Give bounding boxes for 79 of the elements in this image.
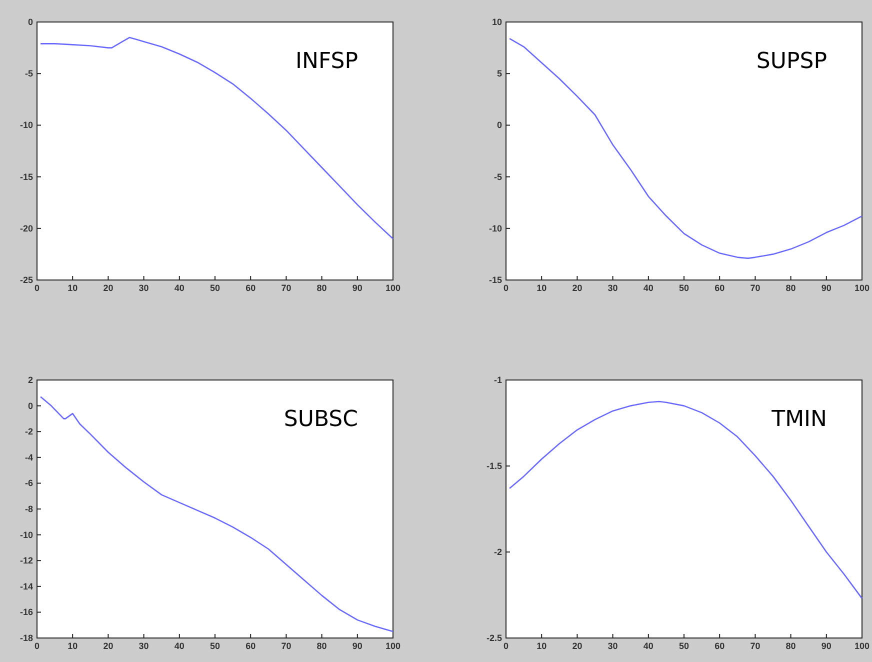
y-tick-label: -4 <box>24 452 33 462</box>
x-tick-label: 60 <box>246 641 256 651</box>
x-tick-label: 100 <box>854 283 870 293</box>
x-tick-label: 40 <box>643 283 654 293</box>
x-tick-label: 90 <box>352 283 362 293</box>
x-tick-label: 70 <box>750 641 760 651</box>
x-tick-label: 100 <box>854 641 870 651</box>
y-tick-label: -20 <box>20 223 33 234</box>
y-tick-label: -14 <box>20 581 33 592</box>
y-tick-label: -18 <box>20 633 33 643</box>
y-tick-label: -5 <box>24 68 33 79</box>
x-tick-label: 20 <box>103 641 114 651</box>
y-tick-label: -2 <box>24 426 33 437</box>
x-tick-label: 0 <box>34 283 40 293</box>
x-tick-label: 70 <box>281 641 292 651</box>
text: SUBSC <box>284 407 358 432</box>
y-tick-label: 5 <box>496 68 502 79</box>
text: SUPSP <box>756 49 827 74</box>
y-tick-label: 2 <box>28 375 33 385</box>
x-tick-label: 90 <box>821 641 832 651</box>
y-tick-label: 10 <box>492 17 502 27</box>
y-tick-label: -16 <box>20 607 33 618</box>
y-tick-label: -10 <box>20 120 33 130</box>
x-tick-label: 80 <box>786 641 796 651</box>
x-tick-label: 30 <box>608 283 618 293</box>
y-tick-label: 0 <box>496 120 502 130</box>
x-tick-label: 30 <box>608 641 618 651</box>
y-tick-label: -1 <box>494 375 502 385</box>
x-tick-label: 20 <box>103 283 114 293</box>
x-tick-label: 50 <box>210 641 220 651</box>
x-tick-label: 90 <box>352 641 362 651</box>
y-tick-label: -2.5 <box>486 633 502 643</box>
x-tick-label: 40 <box>174 641 184 651</box>
y-tick-label: -15 <box>488 275 502 285</box>
text: TMIN <box>770 407 827 432</box>
y-tick-label: -8 <box>24 504 33 514</box>
y-tick-label: -10 <box>488 223 502 234</box>
x-tick-label: 90 <box>821 283 832 293</box>
x-tick-label: 70 <box>281 283 292 293</box>
x-tick-label: 100 <box>385 283 401 293</box>
y-tick-label: 0 <box>28 400 33 411</box>
x-tick-label: 0 <box>503 641 509 651</box>
x-tick-label: 50 <box>678 283 690 293</box>
x-tick-label: 50 <box>210 283 220 293</box>
x-tick-label: 10 <box>68 283 78 293</box>
x-tick-label: 10 <box>68 641 78 651</box>
x-tick-label: 0 <box>503 283 509 293</box>
x-tick-label: 70 <box>750 283 760 293</box>
x-tick-label: 20 <box>572 283 582 293</box>
x-tick-label: 10 <box>536 641 547 651</box>
x-tick-label: 60 <box>714 641 725 651</box>
y-tick-label: -2 <box>494 547 502 557</box>
x-tick-label: 60 <box>714 283 725 293</box>
x-tick-label: 20 <box>572 641 582 651</box>
x-tick-label: 40 <box>643 641 654 651</box>
line-series <box>508 38 863 259</box>
x-tick-label: 80 <box>786 283 796 293</box>
y-tick-label: -12 <box>20 556 33 566</box>
x-tick-label: 30 <box>138 641 149 651</box>
y-tick-label: -5 <box>494 172 502 182</box>
x-tick-label: 30 <box>138 283 149 293</box>
y-tick-label: -15 <box>20 172 33 182</box>
y-tick-label: -6 <box>24 478 33 488</box>
y-tick-label: 0 <box>28 17 33 27</box>
x-tick-label: 60 <box>246 283 256 293</box>
x-tick-label: 80 <box>316 641 327 651</box>
line-series <box>40 36 394 240</box>
x-tick-label: 0 <box>34 641 40 651</box>
y-tick-label: -25 <box>20 275 33 285</box>
line-series <box>40 396 394 632</box>
text: INFSP <box>296 49 358 74</box>
y-tick-label: -10 <box>20 530 33 540</box>
y-tick-label: -1.5 <box>486 461 502 471</box>
x-tick-label: 40 <box>174 283 184 293</box>
line-series <box>508 400 863 600</box>
x-tick-label: 100 <box>385 641 401 651</box>
x-tick-label: 50 <box>678 641 690 651</box>
x-tick-label: 10 <box>536 283 547 293</box>
x-tick-label: 80 <box>316 283 327 293</box>
